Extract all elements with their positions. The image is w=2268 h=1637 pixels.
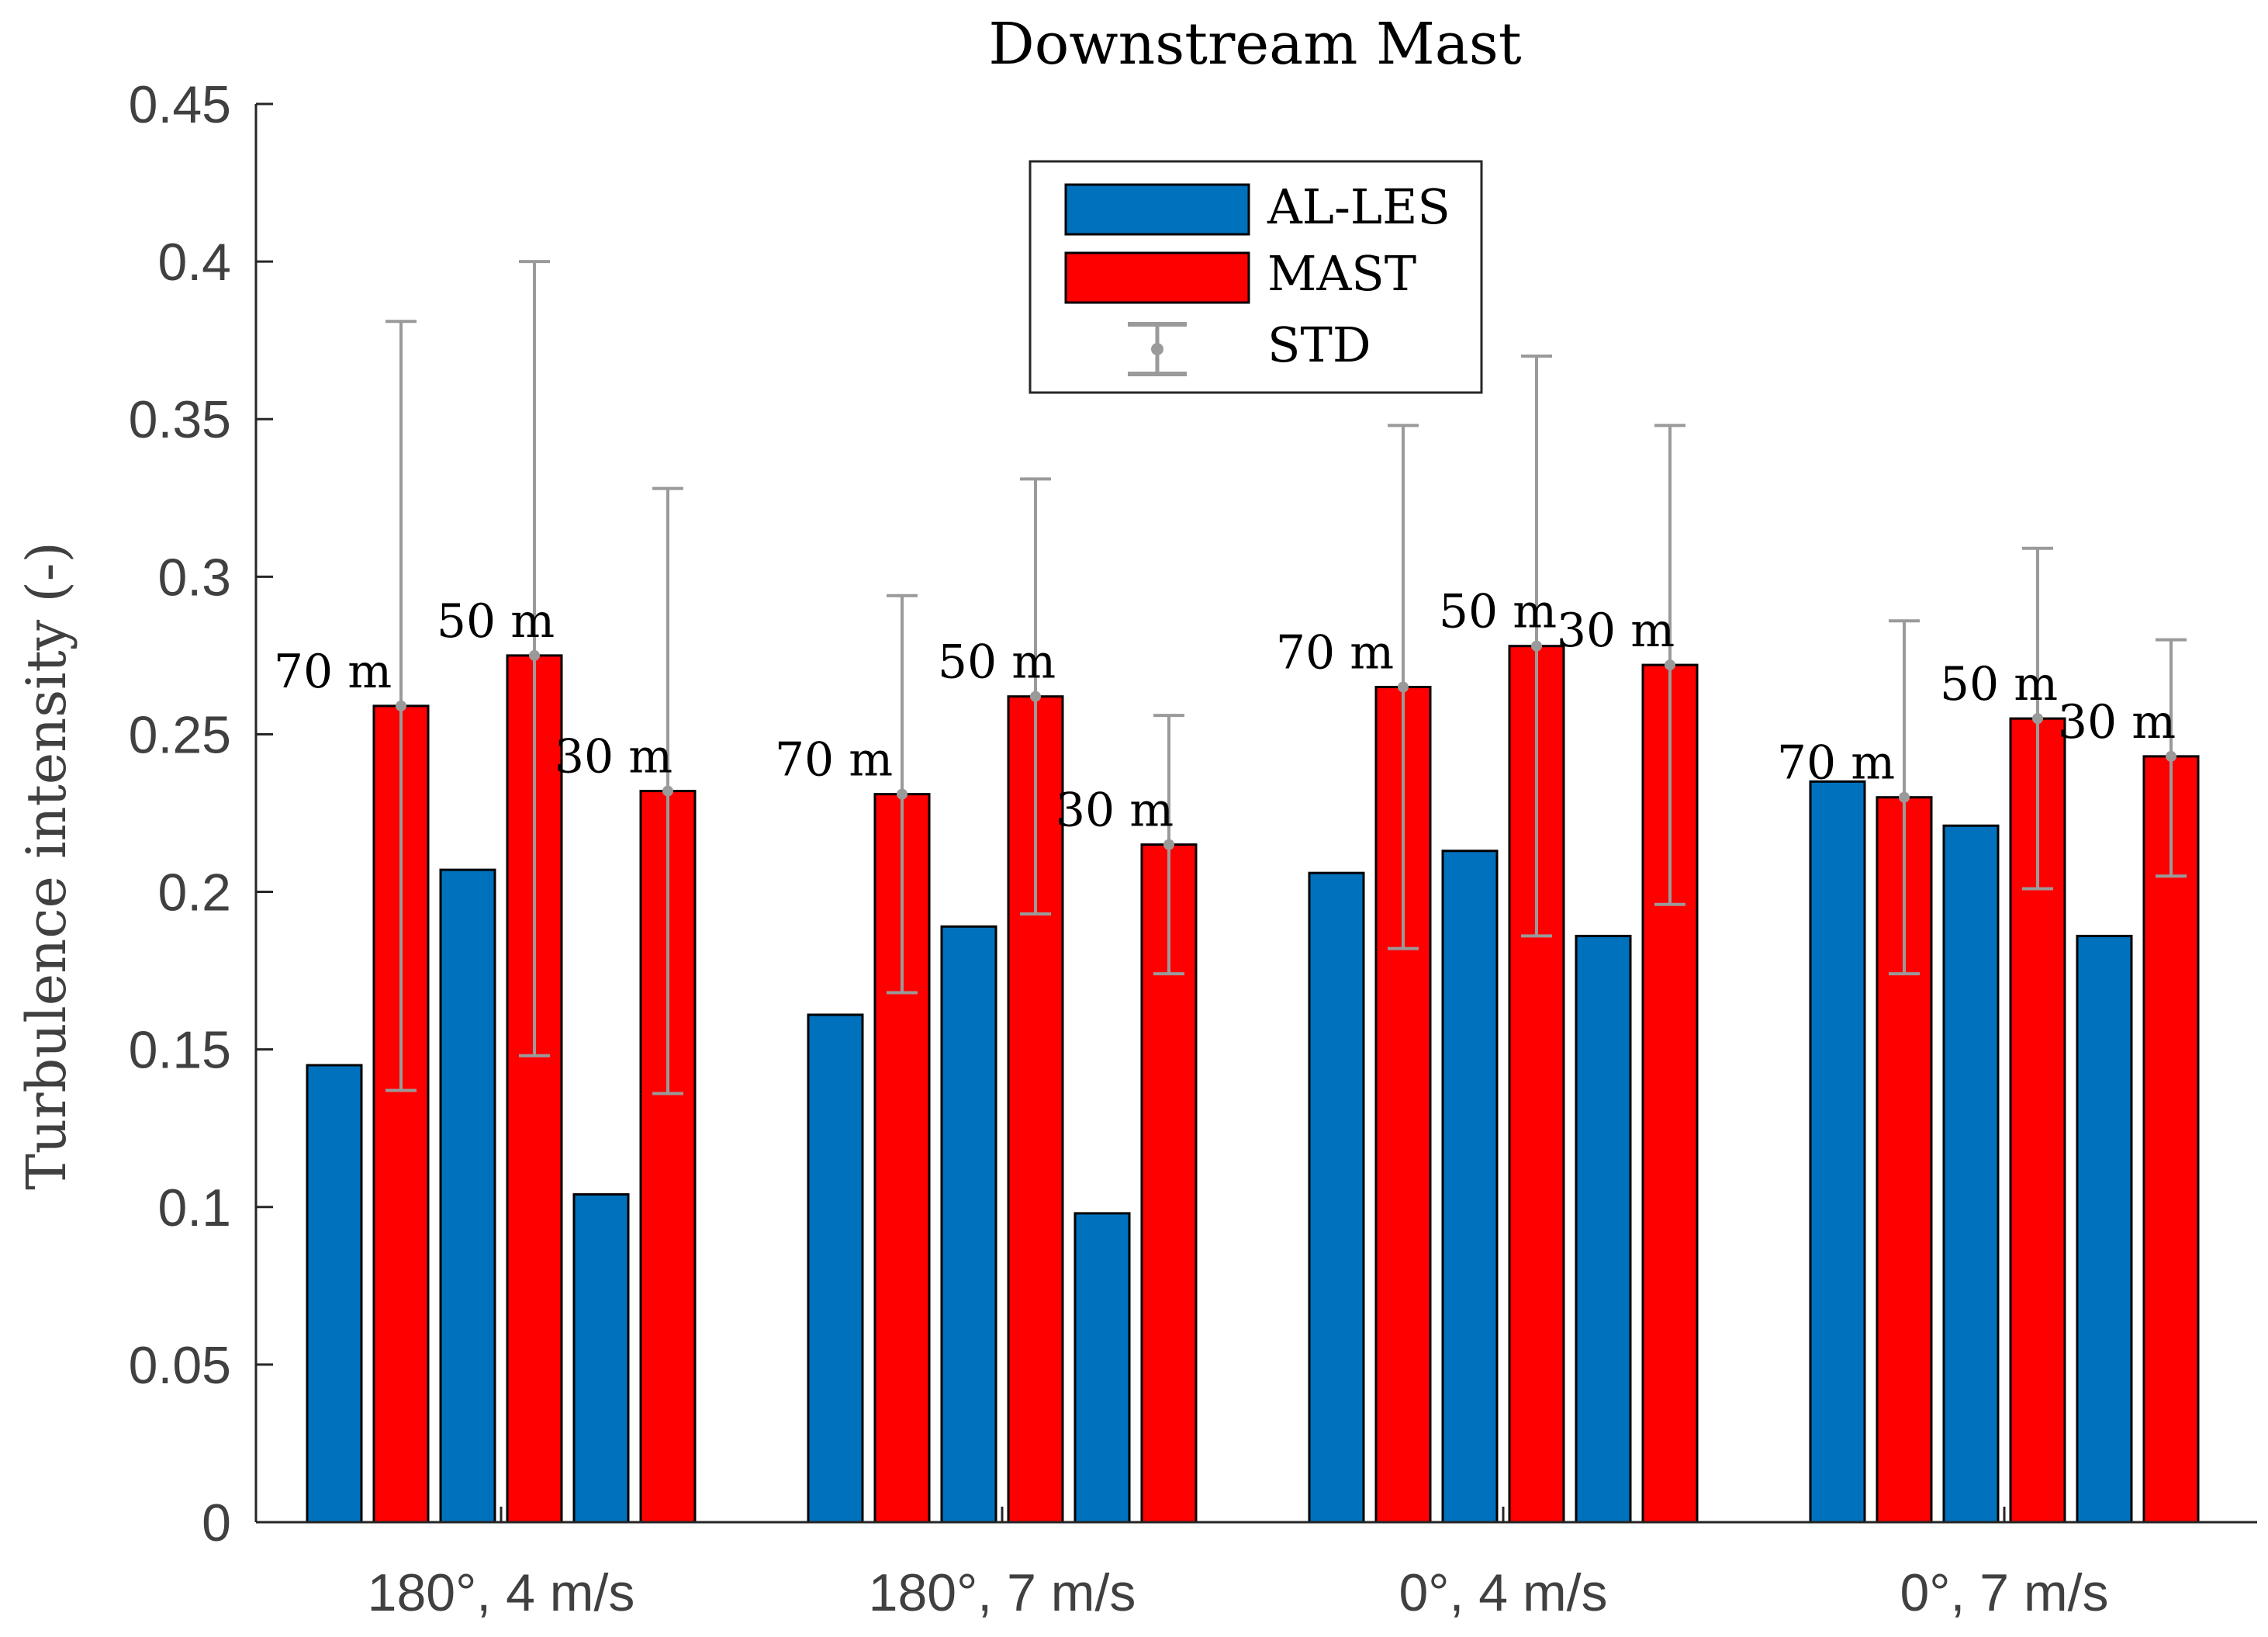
height-label: 70 m (775, 733, 893, 787)
bar-al-les (1942, 824, 2000, 1524)
y-tick-label: 0.05 (129, 1336, 231, 1395)
height-label: 50 m (1940, 657, 2058, 711)
legend-label-mast: MAST (1267, 245, 1416, 302)
bar-al-les (1809, 780, 1866, 1524)
legend: AL-LES MAST STD (1029, 160, 1483, 394)
y-tick-label: 0.15 (129, 1021, 231, 1080)
error-bar-marker (1531, 640, 1542, 652)
error-bar-marker (1030, 690, 1041, 702)
bar-al-les (1575, 934, 1632, 1524)
x-tick-label: 180°, 7 m/s (869, 1563, 1136, 1622)
bar-al-les (2076, 934, 2133, 1524)
height-labels-layer: 70 m50 m30 m 70 m50 m30 m70 m50 m 30 m70 m… (274, 585, 2176, 838)
x-tick-label: 0°, 7 m/s (1900, 1563, 2108, 1622)
y-tick-label: 0.45 (129, 75, 231, 134)
x-tick-label: 180°, 4 m/s (368, 1563, 635, 1622)
error-bar-marker (1899, 791, 1910, 803)
y-tick-label: 0 (202, 1493, 231, 1552)
bar-al-les (572, 1193, 630, 1524)
bar-al-les (807, 1013, 864, 1524)
bar-al-les (1308, 871, 1365, 1524)
height-label: 30 m (1557, 604, 1675, 658)
error-bar-marker (1665, 659, 1675, 671)
y-axis-label: Turbulence intensity (-) (15, 542, 78, 1190)
error-bar-marker (662, 785, 673, 797)
height-label: 50 m (938, 635, 1056, 690)
legend-swatch-al-les (1064, 183, 1250, 236)
bar-al-les (439, 868, 496, 1524)
bar-al-les (306, 1064, 363, 1524)
bar-al-les (940, 925, 997, 1524)
height-label: 70 m (1777, 736, 1895, 791)
x-tick-label: 0°, 4 m/s (1398, 1563, 1607, 1622)
legend-std-marker (1151, 343, 1163, 355)
legend-label-al-les: AL-LES (1267, 178, 1450, 235)
height-label: 30 m (555, 730, 672, 784)
error-bar-marker (1163, 839, 1174, 850)
error-bar-marker (2032, 713, 2043, 725)
y-tick-label: 0.4 (157, 233, 231, 292)
y-tick-label: 0.35 (129, 390, 231, 449)
bar-mast (506, 654, 563, 1524)
error-bar-marker (897, 788, 908, 800)
bar-mast (2142, 755, 2200, 1524)
axes-layer: 180°, 4 m/s 180°, 7 m/s 0°, 4 m/s 0°, 7 m/s… (129, 75, 2257, 1622)
height-label: 50 m (437, 594, 555, 649)
bar-al-les (1441, 850, 1499, 1524)
error-bar-marker (396, 700, 406, 711)
legend-label-std: STD (1267, 317, 1371, 373)
height-label: 70 m (274, 645, 392, 699)
error-bars-layer (385, 260, 2187, 1095)
y-tick-label: 0.25 (129, 705, 231, 764)
y-tick-label: 0.1 (157, 1178, 231, 1237)
bar-al-les (1073, 1212, 1131, 1524)
y-tick-label: 0.2 (157, 863, 231, 922)
chart-title: Downstream Mast (988, 11, 1521, 78)
height-label: 30 m (1056, 784, 1174, 838)
y-tick-label: 0.3 (157, 548, 231, 607)
height-label: 30 m (2058, 695, 2176, 749)
legend-swatch-mast (1064, 251, 1250, 304)
height-label: 70 m (1276, 626, 1394, 680)
error-bar-marker (1398, 681, 1409, 693)
error-bar-marker (2166, 750, 2176, 762)
error-bar-marker (529, 649, 540, 661)
height-label: 50 m (1439, 585, 1557, 639)
